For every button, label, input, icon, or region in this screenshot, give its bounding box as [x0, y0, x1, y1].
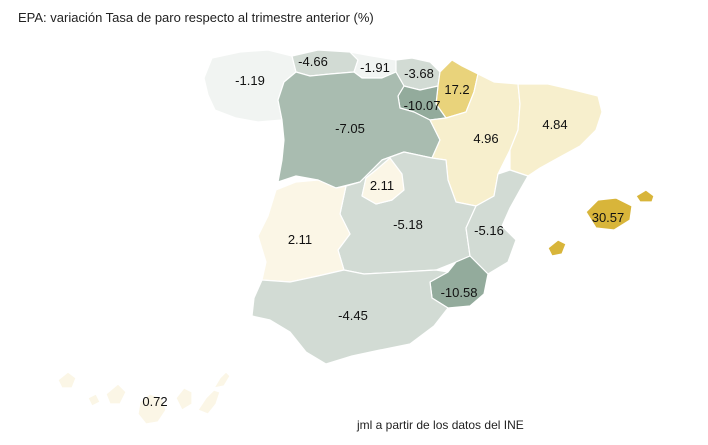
region-baleares-ibiza[interactable] — [547, 239, 567, 257]
region-canarias-1[interactable] — [57, 371, 77, 389]
region-madrid[interactable] — [361, 157, 405, 205]
label-madrid: 2.11 — [370, 178, 394, 193]
region-canarias-5[interactable] — [175, 387, 193, 411]
region-canarias-4[interactable] — [137, 393, 167, 425]
label-valencia: -5.16 — [474, 223, 504, 238]
label-castilla-la-mancha: -5.18 — [393, 217, 423, 232]
region-canarias-6[interactable] — [197, 389, 221, 415]
region-baleares-menorca[interactable] — [635, 189, 655, 203]
map-title: EPA: variación Tasa de paro respecto al … — [18, 10, 374, 25]
label-asturias: -4.66 — [298, 54, 328, 69]
region-cataluna[interactable] — [509, 83, 603, 177]
label-andalucia: -4.45 — [338, 308, 368, 323]
label-pais-vasco: -3.68 — [404, 66, 434, 81]
label-baleares: 30.57 — [592, 210, 625, 225]
source-credit: jml a partir de los datos del INE — [357, 418, 524, 432]
label-navarra: 17.2 — [444, 82, 469, 97]
label-aragon: 4.96 — [473, 131, 498, 146]
region-canarias-7[interactable] — [213, 371, 231, 389]
region-canarias-2[interactable] — [87, 393, 101, 407]
label-cantabria: -1.91 — [360, 60, 390, 75]
label-murcia: -10.58 — [441, 285, 478, 300]
region-baleares-mallorca[interactable] — [585, 197, 633, 231]
label-extremadura: 2.11 — [288, 232, 312, 247]
label-castilla-leon: -7.05 — [335, 121, 365, 136]
region-valencia[interactable] — [465, 169, 529, 275]
label-galicia: -1.19 — [235, 73, 265, 88]
region-extremadura[interactable] — [257, 179, 351, 283]
label-canarias: 0.72 — [142, 394, 167, 409]
label-la-rioja: -10.07 — [404, 98, 441, 113]
region-andalucia[interactable] — [251, 269, 449, 365]
region-canarias-3[interactable] — [105, 383, 127, 405]
label-cataluna: 4.84 — [542, 117, 567, 132]
